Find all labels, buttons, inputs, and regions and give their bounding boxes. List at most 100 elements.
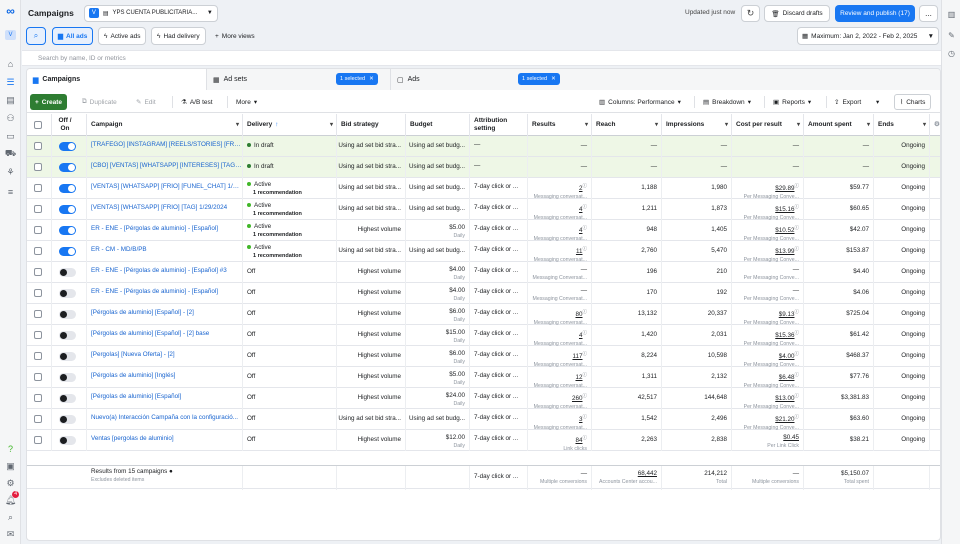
row-checkbox[interactable] <box>34 373 42 381</box>
results-value[interactable]: 4 <box>578 332 583 340</box>
row-checkbox[interactable] <box>34 184 42 192</box>
search-toggle-button[interactable]: ⌕ <box>26 27 46 45</box>
cpr-value[interactable]: $4.00 <box>778 353 795 361</box>
results-value[interactable]: 117 <box>572 353 583 361</box>
campaign-toggle[interactable] <box>59 184 76 193</box>
notifications-icon[interactable]: 🔔︎ 4 <box>4 491 19 505</box>
campaign-name-link[interactable]: Nuevo(a) Interacción Campaña con la conf… <box>87 409 243 430</box>
billing-icon[interactable]: ▭ <box>6 130 15 141</box>
review-publish-button[interactable]: Review and publish (17) <box>835 5 915 22</box>
ad-account-selector[interactable]: V ▤ YPS CUENTA PUBLICITARIA... ▼ <box>83 4 218 22</box>
campaign-toggle[interactable] <box>59 205 76 214</box>
results-value[interactable]: 260 <box>571 395 583 403</box>
help-icon[interactable]: ? <box>7 444 13 454</box>
col-campaign[interactable]: Campaign ▾ <box>87 114 243 136</box>
ab-test-button[interactable]: ⚗ A/B test <box>176 94 218 110</box>
col-bid[interactable]: Bid strategy <box>337 114 406 136</box>
row-checkbox[interactable] <box>34 331 42 339</box>
reports-button[interactable]: ▣ Reports ▾ <box>768 94 816 110</box>
col-attribution[interactable]: Attribution setting <box>470 114 528 136</box>
cpr-value[interactable]: $13.00 <box>775 395 795 403</box>
row-checkbox[interactable] <box>34 289 42 297</box>
campaign-toggle[interactable] <box>59 163 76 172</box>
campaign-name-link[interactable]: [Pérgolas de aluminio] [Español] <box>87 388 243 409</box>
campaign-name-link[interactable]: [VENTAS] [WHATSAPP] [FRIO] [FUNEL_CHAT] … <box>87 178 243 199</box>
columns-button[interactable]: ▥ Columns: Performance ▾ <box>594 94 686 110</box>
tab-ads[interactable]: ▢ Ads 1 selected ✕ <box>391 69 940 90</box>
row-checkbox[interactable] <box>34 247 42 255</box>
col-delivery[interactable]: Delivery ↑ ▾ <box>243 114 337 136</box>
history-icon[interactable]: ◷ <box>948 49 955 58</box>
campaign-name-link[interactable]: [TRAFEGO] [INSTAGRAM] [REELS/STORIES] [F… <box>87 136 243 157</box>
results-value[interactable]: 12 <box>575 374 583 382</box>
menu-icon[interactable]: ≡ <box>7 187 14 197</box>
more-views-button[interactable]: + More views <box>210 27 260 45</box>
campaign-toggle[interactable] <box>59 310 76 319</box>
close-icon[interactable]: ✕ <box>369 76 374 82</box>
results-value[interactable]: 80 <box>575 311 583 319</box>
charts-button[interactable]: ⌇ Charts <box>894 94 932 110</box>
campaign-toggle[interactable] <box>59 247 76 256</box>
campaign-toggle[interactable] <box>59 436 76 445</box>
campaign-name-link[interactable]: [Pérgolas de aluminio] [Español] - [2] b… <box>87 325 243 346</box>
cpr-value[interactable]: $9.13 <box>778 311 795 319</box>
all-ads-filter[interactable]: ▆ All ads <box>52 27 94 45</box>
campaign-name-link[interactable]: [Pérgolas de aluminio] [Inglés] <box>87 367 243 388</box>
campaigns-icon[interactable]: ☰ <box>6 76 15 87</box>
results-value[interactable]: — <box>580 287 587 294</box>
inbox-icon[interactable]: ▣ <box>6 460 15 471</box>
table-row[interactable]: ER - ENE - [Pérgolas de aluminio] - [Esp… <box>27 220 940 241</box>
col-reach[interactable]: Reach ▾ <box>592 114 662 136</box>
cpr-value[interactable]: — <box>792 266 799 273</box>
campaign-name-link[interactable]: Ventas [pergolas de aluminio] <box>87 430 243 451</box>
table-row[interactable]: [Pérgolas de aluminio] [Español] - [2] b… <box>27 325 940 346</box>
campaign-toggle[interactable] <box>59 331 76 340</box>
results-value[interactable]: 4 <box>578 227 583 235</box>
table-row[interactable]: Nuevo(a) Interacción Campaña con la conf… <box>27 409 940 430</box>
row-checkbox[interactable] <box>34 163 42 171</box>
select-all-checkbox[interactable] <box>34 121 42 129</box>
campaign-toggle[interactable] <box>59 373 76 382</box>
table-row[interactable]: [Pérgolas de aluminio] [Inglés] Off Highes… <box>27 367 940 388</box>
results-value[interactable]: 84 <box>575 437 583 445</box>
table-row[interactable]: [Pérgolas de aluminio] [Español] Off Highe… <box>27 388 940 409</box>
table-row[interactable]: ER - ENE - [Pérgolas de aluminio] - [Esp… <box>27 283 940 304</box>
col-cost-per-result[interactable]: Cost per result ▾ <box>732 114 804 136</box>
row-checkbox[interactable] <box>34 436 42 444</box>
campaign-toggle[interactable] <box>59 142 76 151</box>
audiences-icon[interactable]: ⚇ <box>6 112 15 123</box>
table-row[interactable]: ER - ENE - [Pérgolas de aluminio] - [Esp… <box>27 262 940 283</box>
cpr-value[interactable]: — <box>792 142 799 149</box>
campaign-name-link[interactable]: ER - ENE - [Pérgolas de aluminio] - [Esp… <box>87 220 243 241</box>
search-input[interactable]: Search by name, ID or metrics <box>22 50 941 66</box>
campaign-name-link[interactable]: [Pergolas] [Nueva Oferta] - [2] <box>87 346 243 367</box>
more-options-button[interactable]: ... <box>919 5 938 22</box>
results-value[interactable]: 4 <box>578 206 583 214</box>
table-row[interactable]: [Pergolas] [Nueva Oferta] - [2] Off Highes… <box>27 346 940 367</box>
campaign-toggle[interactable] <box>59 352 76 361</box>
col-budget[interactable]: Budget <box>406 114 470 136</box>
events-icon[interactable]: ⚘ <box>6 166 15 177</box>
campaign-name-link[interactable]: ER - ENE - [Pérgolas de aluminio] - [Esp… <box>87 283 243 304</box>
table-row[interactable]: [CBO] [VENTAS] [WHATSAPP] [INTERESES] [T… <box>27 157 940 178</box>
results-value[interactable]: 3 <box>578 416 583 424</box>
campaign-name-link[interactable]: ER - ENE - [Pérgolas de aluminio] - [Esp… <box>87 262 243 283</box>
cpr-value[interactable]: $13.99 <box>775 248 795 256</box>
campaign-toggle[interactable] <box>59 394 76 403</box>
breakdown-button[interactable]: ▤ Breakdown ▾ <box>698 94 756 110</box>
col-settings[interactable]: ⚙ <box>930 114 940 136</box>
export-menu-button[interactable]: ▾ <box>871 94 884 110</box>
results-value[interactable]: — <box>580 266 587 273</box>
recommendation-label[interactable]: 1 recommendation <box>253 190 302 196</box>
cpr-value[interactable]: $21.20 <box>775 416 795 424</box>
recommendation-label[interactable]: 1 recommendation <box>253 211 302 217</box>
col-ends[interactable]: Ends ▾ <box>874 114 930 136</box>
row-checkbox[interactable] <box>34 226 42 234</box>
pages-icon[interactable]: ▤ <box>6 94 15 105</box>
search-icon[interactable]: ⌕ <box>7 511 14 522</box>
edit-button[interactable]: ✎ Edit <box>131 94 161 110</box>
row-checkbox[interactable] <box>34 142 42 150</box>
results-value[interactable]: 2 <box>578 185 583 193</box>
campaign-name-link[interactable]: [Pérgolas de aluminio] [Español] - [2] <box>87 304 243 325</box>
table-row[interactable]: [VENTAS] [WHATSAPP] [FRIO] [FUNEL_CHAT] … <box>27 178 940 199</box>
